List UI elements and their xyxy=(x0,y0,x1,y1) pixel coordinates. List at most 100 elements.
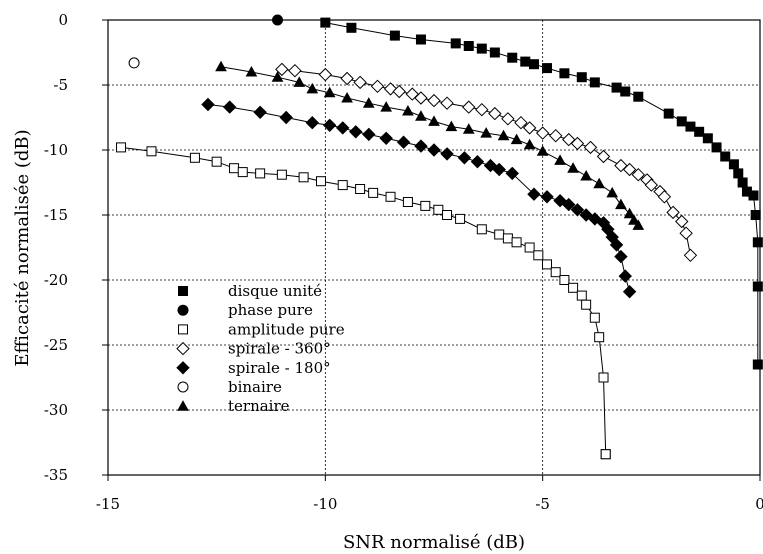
data-point xyxy=(554,154,566,165)
series-4 xyxy=(201,97,637,299)
data-point xyxy=(340,71,354,86)
data-point xyxy=(442,210,453,220)
data-point xyxy=(368,187,379,198)
data-point xyxy=(288,63,302,78)
series-line xyxy=(220,66,639,226)
data-point xyxy=(402,104,414,116)
data-point xyxy=(559,275,570,285)
y-tick-label: -30 xyxy=(44,401,68,419)
series-line xyxy=(207,104,631,292)
data-point xyxy=(596,149,611,164)
data-point xyxy=(632,219,645,230)
data-point xyxy=(520,56,531,67)
data-point xyxy=(353,75,367,90)
data-point xyxy=(414,91,428,105)
data-point xyxy=(370,79,385,94)
data-point xyxy=(415,34,426,45)
data-point xyxy=(666,205,680,220)
data-point xyxy=(415,110,427,121)
data-point xyxy=(306,82,319,94)
data-point xyxy=(609,238,624,252)
data-point xyxy=(535,126,550,140)
data-point xyxy=(389,30,400,41)
data-point xyxy=(349,125,363,139)
y-axis-label: Efficacité normalisée (dB) xyxy=(12,129,33,366)
data-point xyxy=(450,38,461,49)
data-point xyxy=(559,68,570,79)
data-point xyxy=(720,151,731,162)
data-point xyxy=(633,91,644,102)
data-point xyxy=(594,332,605,343)
data-point xyxy=(618,269,632,283)
data-point xyxy=(567,162,579,173)
data-point xyxy=(752,359,763,370)
data-point xyxy=(570,203,585,217)
data-point xyxy=(548,128,563,143)
x-tick-label: -10 xyxy=(313,495,337,513)
data-point xyxy=(494,229,505,240)
data-point xyxy=(694,126,705,137)
series-0 xyxy=(320,17,763,370)
data-point xyxy=(433,204,444,215)
data-point xyxy=(245,65,258,77)
data-point xyxy=(550,267,561,278)
data-point xyxy=(440,147,454,161)
data-point xyxy=(737,177,748,188)
y-tick-label: 0 xyxy=(58,11,68,29)
data-point xyxy=(511,237,522,248)
legend-label: amplitude pure xyxy=(228,320,345,338)
data-point xyxy=(750,210,761,220)
data-point xyxy=(683,248,698,263)
data-point xyxy=(489,47,500,58)
y-tick-label: -5 xyxy=(53,76,68,94)
legend-item: phase pure xyxy=(177,301,313,319)
data-point xyxy=(298,172,309,183)
data-point xyxy=(527,187,541,201)
data-point xyxy=(116,142,127,153)
data-point xyxy=(229,163,240,174)
data-point xyxy=(510,133,523,145)
data-point xyxy=(583,140,598,155)
data-point xyxy=(276,169,287,180)
x-axis-label: SNR normalisé (dB) xyxy=(343,532,525,553)
data-point xyxy=(644,178,659,192)
data-point xyxy=(536,145,549,156)
data-point xyxy=(622,162,637,177)
data-point xyxy=(362,97,375,108)
data-point xyxy=(542,63,553,74)
y-tick-label: -20 xyxy=(44,271,68,289)
data-point xyxy=(623,207,636,219)
data-point xyxy=(222,100,237,114)
data-point xyxy=(711,142,722,153)
data-point xyxy=(293,76,306,87)
data-point xyxy=(524,242,535,253)
y-tick-label: -15 xyxy=(44,206,68,224)
data-point xyxy=(475,102,489,117)
data-point xyxy=(663,108,674,119)
legend-marker xyxy=(177,381,189,393)
data-point xyxy=(576,290,587,301)
data-point xyxy=(598,372,609,383)
data-point xyxy=(480,127,493,138)
data-point xyxy=(488,106,502,121)
data-point xyxy=(620,86,631,97)
data-point xyxy=(562,197,576,212)
x-tick-label: -15 xyxy=(96,495,120,513)
data-point xyxy=(396,135,411,149)
data-point xyxy=(379,131,393,146)
data-point xyxy=(337,180,348,191)
data-point xyxy=(576,72,587,83)
data-point xyxy=(346,22,357,33)
data-point xyxy=(318,67,333,82)
data-point xyxy=(355,184,366,194)
data-point xyxy=(275,62,289,77)
data-point xyxy=(428,115,440,126)
data-point xyxy=(733,168,744,179)
data-point xyxy=(685,121,696,132)
y-tick-label: -25 xyxy=(44,336,68,354)
data-point xyxy=(657,190,672,204)
legend-label: spirale - 180° xyxy=(228,359,331,377)
legend-label: binaire xyxy=(228,378,282,396)
